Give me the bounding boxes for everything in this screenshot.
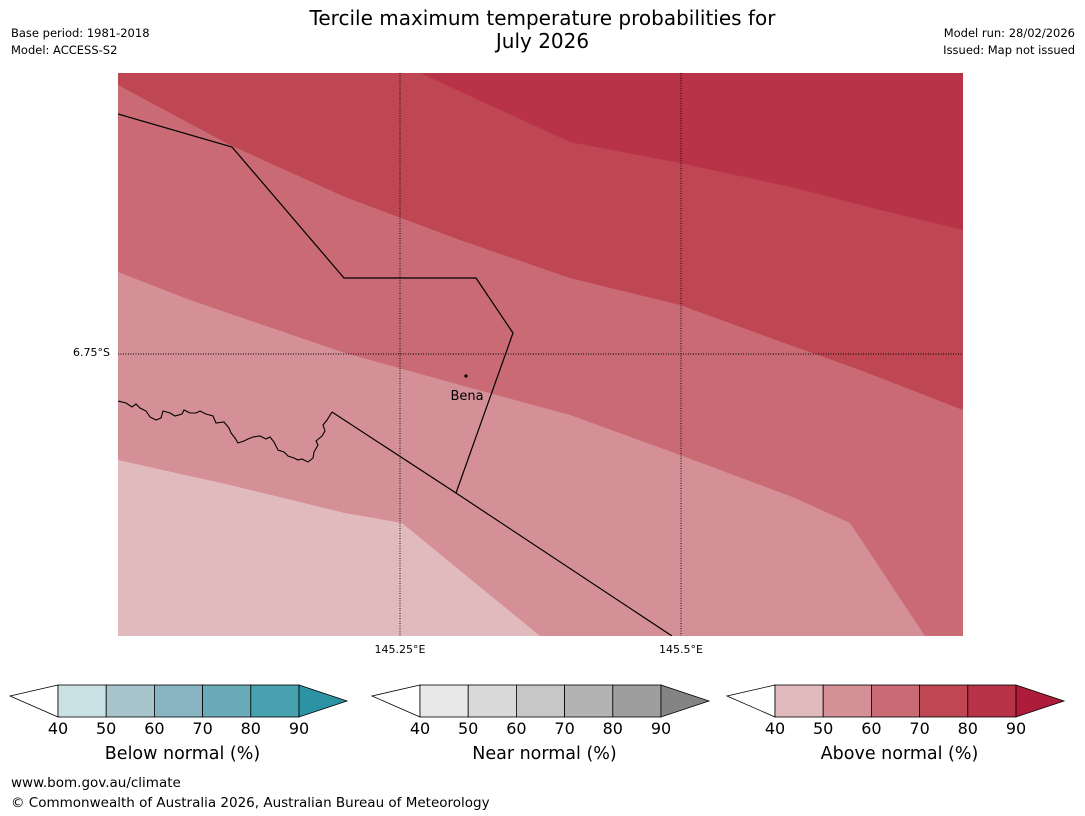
legend-arrow-low xyxy=(725,684,776,718)
legend-swatch xyxy=(153,684,203,718)
legend-tick: 90 xyxy=(288,719,310,738)
legend-bar xyxy=(8,684,349,718)
legend-tick: 40 xyxy=(764,719,786,738)
legend-bar xyxy=(725,684,1066,718)
boundary-line-north xyxy=(118,113,514,494)
legend-arrow-low xyxy=(370,684,421,718)
legend-title: Above normal (%) xyxy=(820,744,979,764)
legend-bar xyxy=(370,684,711,718)
base-period: Base period: 1981-2018 xyxy=(11,26,150,40)
legend-near-normal: Near normal (%) 40 50 60 70 80 90 xyxy=(370,680,717,770)
legend-tick: 60 xyxy=(144,719,165,738)
legend-swatch xyxy=(967,684,1017,718)
footer-url: www.bom.gov.au/climate xyxy=(11,775,181,791)
legend-tick: 70 xyxy=(192,719,213,738)
legend-arrow-high xyxy=(660,684,711,718)
model-name: Model: ACCESS-S2 xyxy=(11,43,118,57)
legend-tick: 40 xyxy=(409,719,431,738)
coastline xyxy=(118,400,333,463)
band-80-90 xyxy=(420,73,963,230)
legend-swatch xyxy=(822,684,872,718)
legend-arrow-high xyxy=(298,684,349,718)
legend-swatch xyxy=(105,684,155,718)
lon-label-1: 145.25°E xyxy=(374,643,426,656)
lat-label: 6.75°S xyxy=(73,346,110,359)
legend-swatch xyxy=(612,684,662,718)
legend-tick: 50 xyxy=(96,719,117,738)
issued-status: Issued: Map not issued xyxy=(943,43,1075,57)
bena-marker xyxy=(464,374,468,378)
legend-tick: 70 xyxy=(909,719,930,738)
legend-tick: 90 xyxy=(650,719,672,738)
legend-tick: 80 xyxy=(240,719,261,738)
legend-swatch xyxy=(419,684,469,718)
meta-left: Base period: 1981-2018 Model: ACCESS-S2 xyxy=(11,25,150,59)
bena-label: Bena xyxy=(450,389,483,404)
legend-swatch xyxy=(202,684,252,718)
boundary-line-south xyxy=(331,411,673,636)
legend-above-normal: Above normal (%) 40 50 60 70 80 90 xyxy=(725,680,1072,770)
legend-swatch xyxy=(250,684,300,718)
legend-swatch xyxy=(774,684,824,718)
map-title: Tercile maximum temperature probabilitie… xyxy=(0,7,1085,53)
legend-tick: 80 xyxy=(602,719,623,738)
title-line-2: July 2026 xyxy=(495,29,590,53)
legend-arrow-low xyxy=(8,684,59,718)
legend-tick: 80 xyxy=(957,719,978,738)
legend-below-normal: Below normal (%) 40 50 60 70 80 90 xyxy=(8,680,355,770)
legend-tick: 90 xyxy=(1005,719,1027,738)
meta-right: Model run: 28/02/2026 Issued: Map not is… xyxy=(943,25,1075,59)
legend-tick: 50 xyxy=(813,719,834,738)
legend-title: Below normal (%) xyxy=(104,744,261,764)
footer-copyright: © Commonwealth of Australia 2026, Austra… xyxy=(11,795,490,811)
legend-swatch xyxy=(57,684,107,718)
legend-swatch xyxy=(919,684,969,718)
legend-tick: 50 xyxy=(458,719,479,738)
legend-title: Near normal (%) xyxy=(472,744,617,764)
legend-swatch xyxy=(515,684,565,718)
legend-tick: 60 xyxy=(506,719,527,738)
model-run: Model run: 28/02/2026 xyxy=(943,26,1075,40)
legend-tick: 60 xyxy=(861,719,882,738)
title-line-1: Tercile maximum temperature probabilitie… xyxy=(309,6,776,30)
legend-tick: 70 xyxy=(554,719,575,738)
legend-swatch xyxy=(870,684,920,718)
legend-swatch xyxy=(467,684,517,718)
lon-label-2: 145.5°E xyxy=(659,643,703,656)
legend-arrow-high xyxy=(1015,684,1066,718)
legend-swatch xyxy=(564,684,614,718)
legend-tick: 40 xyxy=(47,719,69,738)
